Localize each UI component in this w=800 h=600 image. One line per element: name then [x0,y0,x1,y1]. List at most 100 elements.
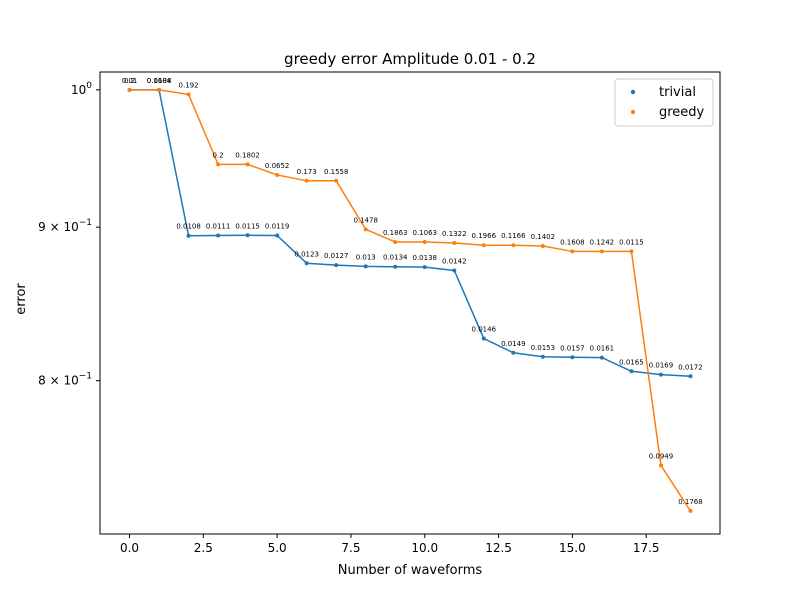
data-label-trivial: 0.0127 [324,252,349,260]
data-point-greedy [688,508,693,513]
legend-marker-trivial [630,89,636,95]
x-tick-label: 7.5 [341,541,360,555]
data-label-trivial: 0.0115 [235,222,260,230]
x-tick-labels: 0.0 2.5 5.0 7.5 10.0 12.5 15.0 17.5 [120,541,660,555]
data-point-greedy [599,249,604,254]
data-point-greedy [216,162,221,167]
data-label-greedy: 0.0115 [619,238,644,246]
data-label-greedy: 0.1478 [353,216,378,224]
x-tick-label: 5.0 [268,541,287,555]
data-label-greedy: 0.1242 [590,238,615,246]
data-point-trivial [216,233,221,238]
data-label-greedy: 0.1063 [413,229,438,237]
x-tick-label: 17.5 [633,541,660,555]
y-axis-label: error [14,283,29,315]
data-label-greedy: 0.1688 [147,77,172,85]
data-point-trivial [245,233,250,238]
data-point-greedy [275,172,280,177]
data-label-greedy: 0.1768 [678,498,703,506]
legend-marker-greedy [630,109,636,115]
data-label-trivial: 0.0142 [442,257,467,265]
legend: trivial greedy [614,78,714,127]
data-point-trivial [540,354,545,359]
data-label-greedy: 0.1322 [442,230,467,238]
data-label-trivial: 0.0161 [590,345,615,353]
series-line-greedy [129,89,692,512]
data-label-greedy: 0.1608 [560,238,585,246]
data-point-greedy [570,249,575,254]
data-point-trivial [334,263,339,268]
y-tick-labels: 100 9 × 10−1 8 × 10−1 [38,81,92,388]
data-label-trivial: 0.0157 [560,344,585,352]
data-label-trivial: 0.0146 [472,326,497,334]
data-label-trivial: 0.0111 [206,222,231,230]
data-point-greedy [422,240,427,245]
data-point-trivial [186,233,191,238]
data-label-trivial: 0.0123 [294,250,319,258]
x-tick-label: 10.0 [411,541,438,555]
data-label-greedy: 0.2 [213,151,224,159]
data-label-greedy: 0.192 [179,81,199,89]
data-label-trivial: 0.0172 [678,363,703,371]
data-label-greedy: 0.1802 [235,151,260,159]
data-point-greedy [658,463,663,468]
x-tick-label: 15.0 [559,541,586,555]
data-label-trivial: 0.0104 [147,77,172,85]
data-point-trivial [481,336,486,341]
plot-frame [99,71,721,535]
data-point-greedy [127,87,132,92]
data-point-trivial [688,374,693,379]
data-point-trivial [629,369,634,374]
data-point-greedy [245,162,250,167]
data-label-trivial: 0.01 [122,77,138,85]
data-label-trivial: 0.013 [356,253,376,261]
data-label-trivial: 0.0153 [531,344,556,352]
x-tick-label: 12.5 [485,541,512,555]
data-point-greedy [363,227,368,232]
data-label-greedy: 0.0652 [265,162,290,170]
legend-frame [614,78,714,127]
x-tick-label: 0.0 [120,541,139,555]
data-label-greedy: 0.1558 [324,168,349,176]
data-label-greedy: 0.1402 [531,233,556,241]
data-point-trivial [363,264,368,269]
data-point-trivial [275,233,280,238]
data-label-trivial: 0.0165 [619,358,644,366]
data-label-greedy: 0.1863 [383,229,408,237]
data-label-trivial: 0.0138 [413,254,438,262]
chart-title: greedy error Amplitude 0.01 - 0.2 [284,50,536,68]
y-tick-label: 9 × 10−1 [38,218,92,234]
series-line-trivial [129,89,691,378]
series-layer [127,87,693,513]
data-point-greedy [629,249,634,254]
legend-label-greedy: greedy [659,105,705,120]
data-point-greedy [452,241,457,246]
data-point-trivial [599,355,604,360]
y-tick-label: 8 × 10−1 [38,372,92,388]
x-axis-label: Number of waveforms [338,563,483,578]
data-point-greedy [304,178,309,183]
data-label-greedy: 0.1966 [472,232,497,240]
data-label-trivial: 0.0169 [649,362,674,370]
data-label-trivial: 0.0149 [501,340,526,348]
data-point-greedy [511,243,516,248]
data-label-greedy: 0.2 [124,77,135,85]
data-point-trivial [422,265,427,270]
data-point-trivial [658,372,663,377]
data-point-greedy [157,87,162,92]
data-point-greedy [186,92,191,97]
data-point-trivial [393,264,398,269]
data-point-greedy [334,178,339,183]
y-tick-label: 100 [71,81,92,97]
data-label-trivial: 0.0134 [383,254,408,262]
data-point-trivial [570,355,575,360]
data-label-trivial: 0.0119 [265,222,290,230]
data-label-trivial: 0.0108 [176,223,201,231]
point-label-layer: 0.01 0.0104 0.0108 0.0111 0.0115 0.0119 0.0123… [122,77,703,506]
legend-label-trivial: trivial [659,85,696,100]
data-point-trivial [304,261,309,266]
data-point-greedy [481,243,486,248]
data-point-greedy [540,243,545,248]
data-point-trivial [511,350,516,355]
